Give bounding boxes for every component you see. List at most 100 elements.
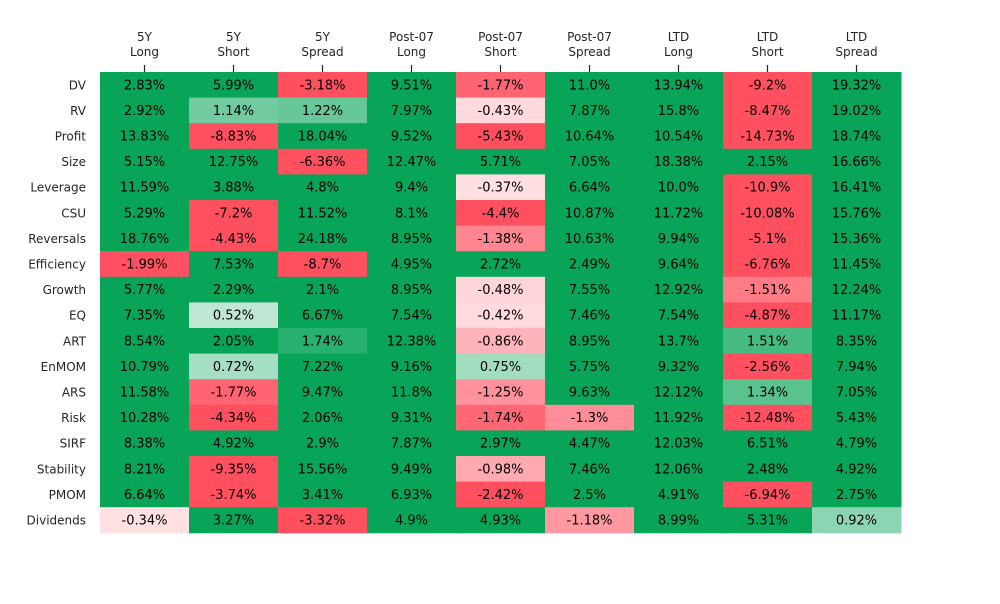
cell-value-label: 2.92%	[124, 104, 165, 119]
heatmap-cell	[367, 72, 457, 99]
heatmap-cell	[367, 481, 457, 508]
cell-value-label: 6.64%	[124, 488, 165, 503]
row-label: SIRF	[60, 437, 86, 451]
cell-value-label: 7.87%	[569, 104, 610, 119]
heatmap-cell	[545, 123, 635, 150]
cell-value-label: 5.77%	[124, 283, 165, 298]
heatmap-cell	[634, 225, 724, 252]
row-label: Stability	[37, 462, 86, 476]
cell-value-label: 18.76%	[120, 232, 170, 247]
column-header-line1: Post-07	[478, 30, 523, 44]
heatmap-cell	[367, 123, 457, 150]
heatmap-cell	[367, 251, 457, 278]
cell-value-label: -0.86%	[478, 334, 524, 349]
heatmap-cell	[367, 404, 457, 431]
cell-value-label: 2.83%	[124, 78, 165, 93]
cell-value-label: 2.05%	[213, 334, 254, 349]
heatmap-cell	[545, 251, 635, 278]
heatmap-cell	[100, 379, 190, 406]
heatmap-cell	[456, 481, 546, 508]
heatmap-cell	[634, 200, 724, 227]
heatmap-cell	[812, 404, 902, 431]
heatmap-cell	[723, 353, 813, 380]
heatmap-cell	[545, 456, 635, 483]
cell-value-label: -8.47%	[745, 104, 791, 119]
cell-value-label: 12.47%	[387, 155, 437, 170]
cell-value-label: 5.29%	[124, 206, 165, 221]
cell-value-label: 1.51%	[747, 334, 788, 349]
row-label: CSU	[61, 206, 86, 220]
heatmap-cell	[723, 481, 813, 508]
heatmap-cell	[456, 97, 546, 124]
heatmap-cell	[812, 379, 902, 406]
row-label: Efficiency	[28, 258, 86, 272]
heatmap-cell	[367, 353, 457, 380]
cell-value-label: 7.35%	[124, 309, 165, 324]
cell-value-label: 7.54%	[391, 309, 432, 324]
column-header-line2: Spread	[301, 45, 343, 59]
cell-value-label: 13.94%	[654, 78, 704, 93]
heatmap-cell	[100, 456, 190, 483]
cell-value-label: -1.3%	[571, 411, 609, 426]
cell-value-label: -1.18%	[567, 514, 613, 529]
heatmap-cell	[545, 97, 635, 124]
row-label: EQ	[69, 309, 86, 323]
heatmap-cell	[100, 404, 190, 431]
column-header-line1: LTD	[757, 30, 779, 44]
heatmap-cell	[367, 200, 457, 227]
heatmap-cell	[189, 148, 279, 175]
cell-value-label: -14.73%	[740, 130, 794, 145]
cell-value-label: 11.45%	[832, 258, 882, 273]
cell-value-label: 11.0%	[569, 78, 610, 93]
heatmap-cell	[367, 507, 457, 534]
heatmap-cell	[367, 379, 457, 406]
heatmap-cell	[100, 507, 190, 534]
heatmap-cell	[723, 456, 813, 483]
heatmap-cell	[367, 97, 457, 124]
cell-value-label: 5.75%	[569, 360, 610, 375]
heatmap-cell	[545, 276, 635, 303]
heatmap-cell	[456, 328, 546, 355]
heatmap-cell	[812, 302, 902, 329]
cell-value-label: 1.34%	[747, 386, 788, 401]
heatmap-cell	[634, 174, 724, 201]
heatmap-cell	[100, 225, 190, 252]
heatmap-cell	[456, 225, 546, 252]
cell-value-label: 5.71%	[480, 155, 521, 170]
cell-value-label: 12.06%	[654, 462, 704, 477]
heatmap-cell	[456, 353, 546, 380]
row-label: Growth	[43, 283, 86, 297]
cell-value-label: 10.87%	[565, 206, 615, 221]
cell-value-label: -6.76%	[745, 258, 791, 273]
heatmap-cell	[723, 276, 813, 303]
heatmap-cell	[100, 97, 190, 124]
heatmap-cell	[456, 251, 546, 278]
heatmap-cell	[545, 174, 635, 201]
cell-value-label: 7.54%	[658, 309, 699, 324]
cell-value-label: 7.94%	[836, 360, 877, 375]
heatmap-cell	[456, 430, 546, 457]
cell-value-label: 9.4%	[395, 181, 428, 196]
heatmap-cell	[723, 404, 813, 431]
cell-value-label: 16.41%	[832, 181, 882, 196]
cell-value-label: 2.72%	[480, 258, 521, 273]
heatmap-cell	[456, 379, 546, 406]
cell-value-label: 7.22%	[302, 360, 343, 375]
row-label: Size	[61, 155, 86, 169]
cell-value-label: 4.8%	[306, 181, 339, 196]
heatmap-cell	[189, 174, 279, 201]
cell-value-label: 12.12%	[654, 386, 704, 401]
cell-value-label: 9.31%	[391, 411, 432, 426]
heatmap-cell	[278, 353, 368, 380]
cell-value-label: -7.2%	[215, 206, 253, 221]
cell-value-label: 0.72%	[213, 360, 254, 375]
cell-value-label: 12.24%	[832, 283, 882, 298]
heatmap-cell	[100, 430, 190, 457]
heatmap-cell	[189, 507, 279, 534]
cell-value-label: 4.91%	[658, 488, 699, 503]
